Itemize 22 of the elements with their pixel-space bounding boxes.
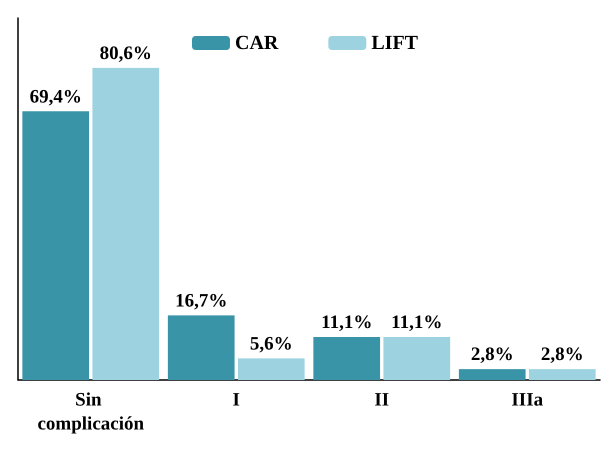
legend-label: LIFT (371, 32, 419, 54)
data-label: 2,8% (540, 344, 584, 366)
data-label: 16,7% (175, 290, 228, 312)
data-label: 2,8% (470, 344, 514, 366)
data-label: 11,1% (391, 312, 442, 334)
x-tick-label: I (232, 390, 240, 410)
data-label: 80,6% (100, 42, 152, 64)
bar (238, 358, 305, 380)
bar (313, 337, 380, 380)
x-tick-label: II (374, 390, 390, 410)
data-label: 69,4% (30, 86, 82, 108)
x-tick-label: Sin complicación (37, 390, 144, 434)
data-label: 11,1% (321, 312, 372, 334)
data-label: 5,6% (250, 333, 293, 354)
bar (92, 68, 160, 380)
bar (22, 111, 90, 380)
bar (528, 369, 596, 380)
bar (383, 337, 450, 380)
bar (458, 369, 526, 380)
legend-label: CAR (234, 32, 279, 54)
x-tick-label: IIIa (511, 390, 544, 410)
bar (168, 315, 235, 380)
